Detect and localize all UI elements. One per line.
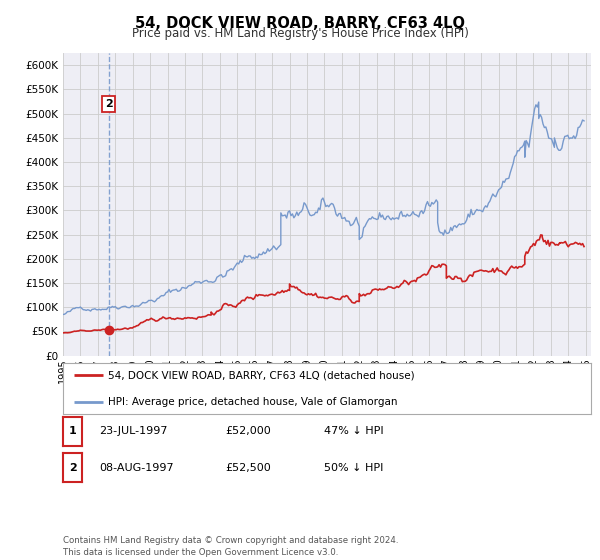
- Text: 47% ↓ HPI: 47% ↓ HPI: [324, 426, 383, 436]
- Text: 54, DOCK VIEW ROAD, BARRY, CF63 4LQ: 54, DOCK VIEW ROAD, BARRY, CF63 4LQ: [135, 16, 465, 31]
- Text: HPI: Average price, detached house, Vale of Glamorgan: HPI: Average price, detached house, Vale…: [108, 397, 397, 407]
- Text: 54, DOCK VIEW ROAD, BARRY, CF63 4LQ (detached house): 54, DOCK VIEW ROAD, BARRY, CF63 4LQ (det…: [108, 370, 415, 380]
- Text: 50% ↓ HPI: 50% ↓ HPI: [324, 463, 383, 473]
- Text: 23-JUL-1997: 23-JUL-1997: [99, 426, 167, 436]
- Text: 08-AUG-1997: 08-AUG-1997: [99, 463, 173, 473]
- Text: 1: 1: [69, 426, 76, 436]
- Text: 2: 2: [105, 99, 113, 109]
- Text: Price paid vs. HM Land Registry's House Price Index (HPI): Price paid vs. HM Land Registry's House …: [131, 27, 469, 40]
- Text: 2: 2: [69, 463, 76, 473]
- Text: £52,500: £52,500: [225, 463, 271, 473]
- Text: £52,000: £52,000: [225, 426, 271, 436]
- Text: Contains HM Land Registry data © Crown copyright and database right 2024.
This d: Contains HM Land Registry data © Crown c…: [63, 536, 398, 557]
